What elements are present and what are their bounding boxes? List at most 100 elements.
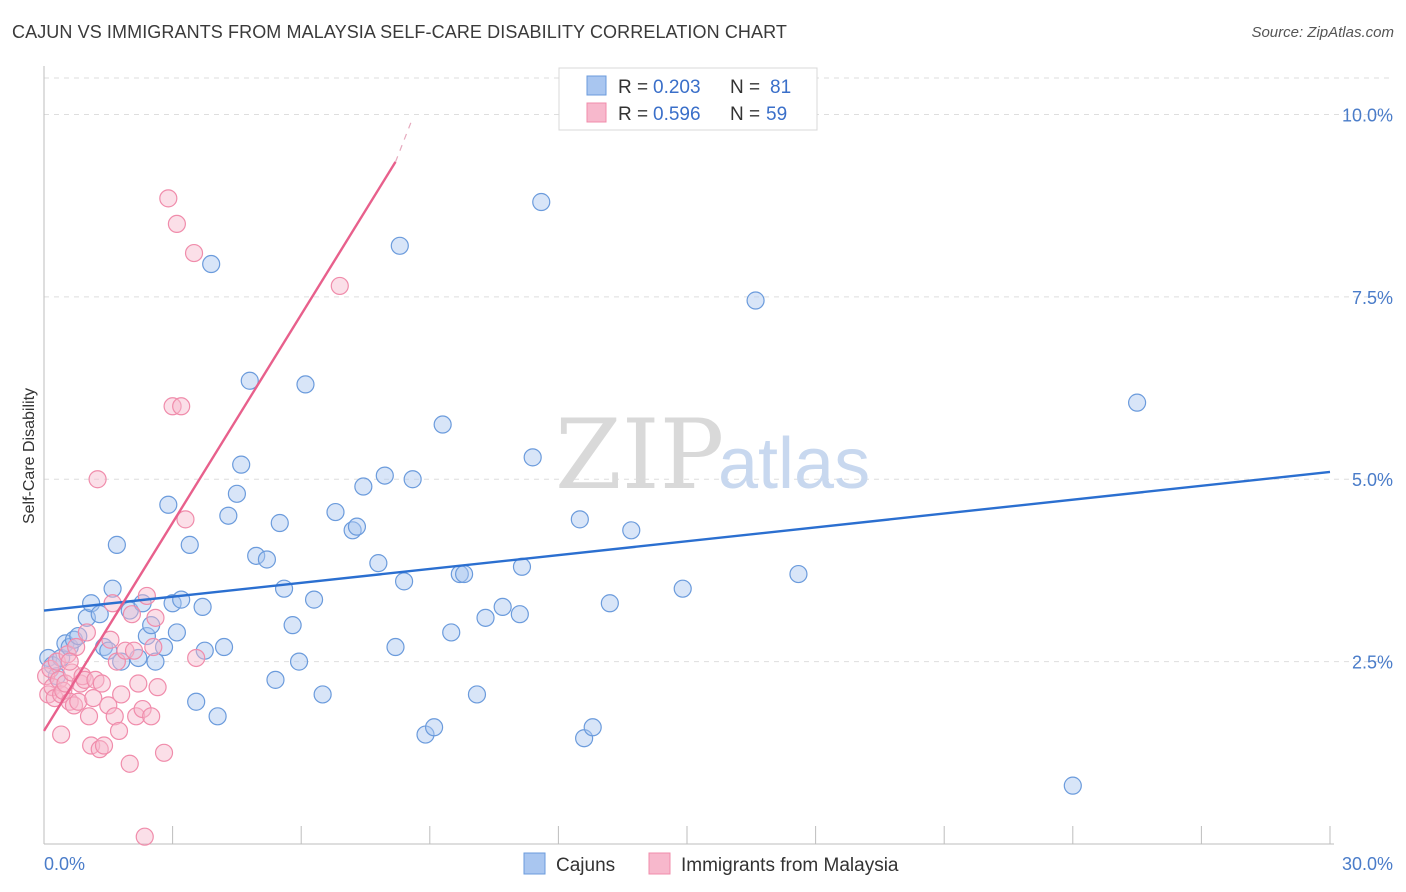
point-1-28 bbox=[99, 696, 118, 715]
point-1-52 bbox=[172, 397, 191, 416]
legend-n-label-1: N = bbox=[730, 104, 760, 125]
point-1-45 bbox=[144, 637, 163, 657]
point-1-15 bbox=[69, 692, 88, 711]
point-0-32 bbox=[208, 707, 227, 726]
source-label: Source: ZipAtlas.com bbox=[1251, 24, 1394, 41]
point-1-57 bbox=[52, 725, 71, 744]
point-0-55 bbox=[390, 236, 409, 255]
series-0 bbox=[39, 192, 1147, 795]
point-1-31 bbox=[105, 707, 124, 726]
point-0-45 bbox=[296, 375, 315, 394]
point-0-77 bbox=[746, 291, 765, 310]
point-1-24 bbox=[88, 470, 107, 489]
point-0-27 bbox=[180, 535, 199, 554]
point-0-56 bbox=[394, 572, 414, 591]
point-0-31 bbox=[202, 254, 221, 274]
legend-r-label-0: R = bbox=[618, 77, 648, 98]
point-1-33 bbox=[109, 721, 129, 741]
y-tick-label-3: 10.0% bbox=[1342, 105, 1393, 125]
point-0-25 bbox=[167, 623, 186, 642]
point-0-46 bbox=[304, 590, 324, 609]
point-0-23 bbox=[159, 495, 178, 514]
point-1-38 bbox=[124, 641, 144, 660]
point-0-71 bbox=[570, 510, 589, 529]
point-0-41 bbox=[270, 513, 289, 533]
point-0-38 bbox=[247, 546, 266, 565]
point-1-27 bbox=[94, 736, 114, 755]
point-0-57 bbox=[403, 470, 422, 489]
point-1-56 bbox=[330, 276, 349, 296]
point-1-55 bbox=[187, 648, 206, 668]
watermark: ZIP atlas bbox=[555, 399, 870, 511]
axes bbox=[43, 66, 1334, 845]
bottom-legend: Cajuns Immigrants from Malaysia bbox=[523, 852, 899, 876]
point-0-59 bbox=[424, 718, 444, 737]
point-1-19 bbox=[77, 623, 96, 642]
grid-lines bbox=[44, 77, 1390, 663]
legend-r-value-0: 0.203 bbox=[653, 77, 701, 98]
point-1-44 bbox=[142, 707, 161, 726]
y-tick-label-1: 5.0% bbox=[1352, 470, 1393, 490]
point-1-48 bbox=[154, 743, 174, 762]
y-axis-label: Self-Care Disability bbox=[21, 388, 38, 524]
point-1-37 bbox=[122, 605, 141, 624]
point-0-47 bbox=[313, 685, 332, 704]
point-0-28 bbox=[187, 692, 206, 711]
point-0-19 bbox=[137, 626, 156, 646]
tick-labels: 2.5% 5.0% 7.5% 10.0% 0.0% 30.0% bbox=[44, 105, 1393, 874]
point-1-53 bbox=[176, 510, 195, 529]
point-0-50 bbox=[347, 517, 367, 536]
legend-r-label-1: R = bbox=[618, 104, 648, 125]
point-0-40 bbox=[266, 670, 285, 689]
watermark-atlas: atlas bbox=[718, 424, 870, 504]
point-0-79 bbox=[1063, 776, 1082, 795]
point-0-21 bbox=[146, 652, 165, 671]
point-0-61 bbox=[442, 623, 461, 642]
point-1-39 bbox=[127, 707, 146, 726]
point-1-22 bbox=[84, 688, 103, 708]
point-0-76 bbox=[673, 579, 692, 598]
legend-swatch-malaysia bbox=[586, 102, 607, 123]
point-0-39 bbox=[257, 550, 277, 569]
point-0-74 bbox=[600, 594, 619, 613]
point-1-43 bbox=[137, 586, 156, 606]
point-1-5 bbox=[47, 652, 66, 671]
point-1-42 bbox=[135, 827, 154, 846]
point-0-63 bbox=[454, 564, 474, 584]
point-0-22 bbox=[154, 637, 174, 657]
point-1-46 bbox=[146, 608, 165, 627]
point-0-67 bbox=[510, 605, 529, 624]
point-0-43 bbox=[283, 616, 302, 635]
point-1-49 bbox=[159, 189, 178, 208]
point-0-33 bbox=[214, 637, 234, 657]
point-1-54 bbox=[184, 243, 204, 263]
bottom-legend-label-cajuns: Cajuns bbox=[556, 855, 615, 876]
point-0-29 bbox=[193, 597, 212, 617]
point-0-42 bbox=[274, 579, 294, 598]
point-0-75 bbox=[622, 521, 641, 540]
point-1-58 bbox=[60, 652, 79, 671]
legend: R = 0.203 N = 81 R = 0.596 N = 59 bbox=[558, 67, 818, 131]
point-0-70 bbox=[532, 192, 551, 212]
point-0-48 bbox=[326, 502, 345, 522]
chart-title: CAJUN VS IMMIGRANTS FROM MALAYSIA SELF-C… bbox=[12, 22, 787, 42]
point-1-29 bbox=[101, 630, 120, 649]
point-0-14 bbox=[107, 535, 126, 554]
y-tick-label-2: 7.5% bbox=[1352, 288, 1393, 308]
x-tick-label-1: 30.0% bbox=[1342, 854, 1393, 874]
legend-n-value-0: 81 bbox=[770, 77, 791, 98]
point-0-15 bbox=[112, 652, 131, 671]
point-0-66 bbox=[493, 597, 512, 617]
point-0-37 bbox=[240, 371, 259, 390]
watermark-zip: ZIP bbox=[555, 399, 724, 511]
trend-lines bbox=[42, 117, 1331, 732]
trend-line-extension-1 bbox=[394, 117, 414, 163]
trend-line-1 bbox=[42, 161, 397, 732]
point-0-34 bbox=[219, 506, 238, 525]
point-0-54 bbox=[386, 637, 405, 657]
point-1-47 bbox=[148, 678, 167, 697]
point-1-20 bbox=[79, 707, 99, 726]
point-0-51 bbox=[354, 477, 373, 496]
point-1-34 bbox=[112, 685, 131, 704]
